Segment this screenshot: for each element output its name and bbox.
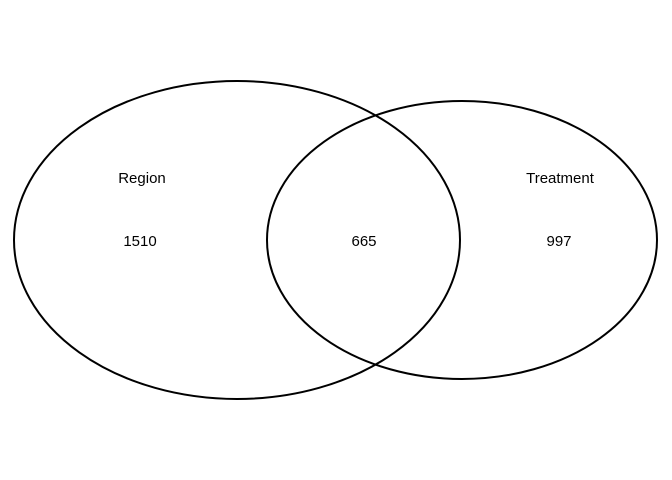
- set-ellipse-region: [13, 80, 461, 400]
- count-treatment-only: 997: [546, 233, 571, 250]
- count-region-only: 1510: [123, 233, 156, 250]
- set-ellipse-treatment: [266, 100, 658, 380]
- count-intersection: 665: [351, 233, 376, 250]
- set-label-region: Region: [118, 170, 166, 187]
- set-label-treatment: Treatment: [526, 170, 595, 187]
